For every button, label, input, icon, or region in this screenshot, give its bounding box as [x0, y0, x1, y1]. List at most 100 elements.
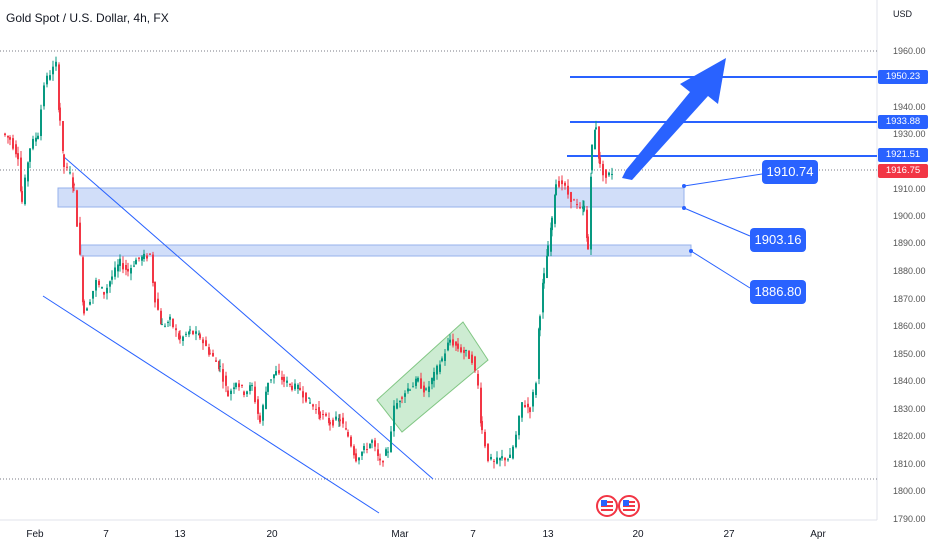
- candle-body: [583, 205, 585, 211]
- candle-body: [185, 333, 187, 335]
- candle-body: [463, 350, 465, 353]
- candle-body: [230, 390, 232, 395]
- candle-body: [257, 399, 259, 414]
- x-tick-label: 20: [632, 529, 644, 540]
- candle-body: [570, 192, 572, 202]
- candle-body: [182, 336, 184, 341]
- candle-body: [594, 129, 596, 150]
- candle-body: [192, 330, 194, 335]
- candle-body: [409, 389, 411, 391]
- candle-body: [315, 408, 317, 410]
- candle-body: [579, 207, 581, 209]
- candle-body: [149, 253, 151, 255]
- candle-body: [590, 176, 592, 250]
- candle-body: [602, 163, 604, 176]
- candle-body: [40, 109, 42, 136]
- us-event-icon-2-canton: [623, 500, 629, 506]
- candle-body: [49, 75, 51, 80]
- candle-body: [215, 360, 217, 362]
- candle-body: [83, 300, 85, 314]
- y-tick-label: 1880.00: [893, 266, 926, 276]
- candle-body: [576, 204, 578, 206]
- candle-body: [382, 460, 384, 463]
- candle-body: [599, 157, 601, 164]
- candle-body: [415, 378, 417, 386]
- candle-body: [127, 268, 129, 272]
- candle-body: [538, 328, 540, 379]
- candle-body: [109, 281, 111, 287]
- candle-body: [527, 403, 529, 408]
- candle-body: [259, 415, 261, 423]
- us-event-icon-2-stripe: [623, 509, 635, 511]
- candle-body: [319, 411, 321, 419]
- candle-body: [135, 259, 137, 265]
- candle-body: [521, 402, 523, 418]
- candle-body: [512, 446, 514, 459]
- candle-body: [449, 339, 451, 343]
- candle-body: [294, 383, 296, 390]
- candle-body: [407, 388, 409, 392]
- y-tick-label: 1900.00: [893, 211, 926, 221]
- candle-body: [273, 374, 275, 379]
- candle-body: [103, 291, 105, 295]
- y-tick-label: 1870.00: [893, 294, 926, 304]
- candle-body: [169, 316, 171, 320]
- annotation-1886[interactable]: 1886.80: [750, 280, 806, 304]
- candle-body: [518, 415, 520, 436]
- us-event-icon-1-stripe: [601, 509, 613, 511]
- candle-body: [305, 392, 307, 402]
- candle-body: [312, 404, 314, 407]
- candle-body: [487, 443, 489, 461]
- candle-body: [12, 138, 14, 149]
- candle-body: [43, 85, 45, 107]
- candle-body: [452, 339, 454, 346]
- x-tick-label: Feb: [26, 529, 44, 540]
- leader-dot-1903: [682, 206, 686, 210]
- candle-body: [37, 135, 39, 139]
- candle-body: [278, 370, 280, 374]
- candle-body: [371, 440, 373, 443]
- candle-body: [481, 420, 483, 431]
- candle-body: [101, 287, 103, 289]
- candle-body: [46, 75, 48, 85]
- candle-body: [198, 333, 200, 336]
- candle-body: [32, 138, 34, 149]
- candle-body: [73, 184, 75, 186]
- candle-body: [401, 397, 403, 399]
- candle-body: [515, 434, 517, 448]
- candle-body: [529, 407, 531, 413]
- candle-body: [24, 177, 26, 205]
- candle-body: [309, 402, 311, 404]
- candle-body: [299, 387, 301, 391]
- candle-body: [501, 456, 503, 459]
- candle-body: [205, 340, 207, 346]
- candle-body: [27, 162, 29, 182]
- x-tick-label: Apr: [810, 529, 826, 540]
- price-tag-1921: 1921.51: [878, 148, 928, 162]
- currency-label: USD: [893, 9, 913, 19]
- candle-body: [611, 173, 613, 175]
- candle-body: [95, 280, 97, 291]
- candle-body: [117, 264, 119, 272]
- candle-body: [484, 431, 486, 447]
- candle-body: [551, 217, 553, 231]
- candle-body: [355, 453, 357, 462]
- candle-body: [554, 194, 556, 224]
- annotation-1903[interactable]: 1903.16: [750, 228, 806, 252]
- candle-body: [106, 287, 108, 294]
- candle-body: [209, 353, 211, 355]
- price-tag-current: 1916.75: [878, 164, 928, 178]
- candle-body: [423, 385, 425, 393]
- candle-body: [21, 191, 23, 202]
- candle-body: [267, 382, 269, 392]
- candle-body: [17, 153, 19, 160]
- candle-body: [275, 371, 277, 376]
- candle-body: [433, 371, 435, 381]
- candle-body: [219, 365, 221, 367]
- candle-body: [490, 456, 492, 460]
- candle-body: [283, 376, 285, 382]
- annotation-1910[interactable]: 1910.74: [762, 160, 818, 184]
- candle-body: [114, 267, 116, 277]
